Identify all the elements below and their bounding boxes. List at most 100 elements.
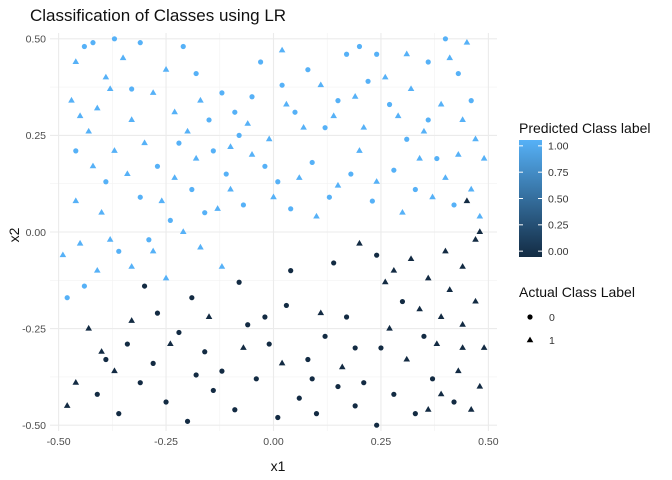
point-class-0 <box>189 295 195 301</box>
point-class-1 <box>476 228 484 234</box>
point-class-0 <box>137 40 143 46</box>
point-class-1 <box>467 406 475 412</box>
point-class-0 <box>292 109 298 115</box>
point-class-1 <box>317 81 325 88</box>
point-class-1 <box>386 324 393 331</box>
point-class-0 <box>137 194 143 200</box>
point-class-1 <box>455 151 462 157</box>
point-class-0 <box>275 414 281 421</box>
point-class-0 <box>455 70 461 77</box>
x-tick-label: 0.25 <box>371 436 392 448</box>
point-class-0 <box>141 283 148 289</box>
point-class-1 <box>162 274 170 281</box>
point-class-1 <box>197 243 204 250</box>
point-class-1 <box>313 212 320 219</box>
y-axis-ticks: -0.50 -0.25 0.00 0.25 0.50 <box>22 34 46 432</box>
point-class-1 <box>480 344 488 350</box>
point-class-1 <box>63 402 71 408</box>
point-class-0 <box>219 368 225 374</box>
point-class-0 <box>176 140 182 146</box>
point-class-1 <box>381 278 389 285</box>
point-class-1 <box>446 286 454 292</box>
point-class-1 <box>433 340 441 347</box>
point-class-1 <box>149 89 157 95</box>
point-class-1 <box>295 174 303 180</box>
point-class-1 <box>68 96 75 103</box>
point-class-1 <box>205 313 213 320</box>
point-class-1 <box>128 116 135 122</box>
point-class-1 <box>437 100 445 107</box>
point-class-0 <box>451 399 457 405</box>
point-class-1 <box>227 143 234 149</box>
point-class-1 <box>278 359 286 366</box>
point-class-0 <box>245 322 251 328</box>
point-class-0 <box>352 345 358 351</box>
point-class-0 <box>193 372 199 378</box>
point-class-0 <box>146 237 152 243</box>
point-class-1 <box>119 54 127 61</box>
point-class-0 <box>129 86 135 92</box>
point-class-1 <box>455 367 462 374</box>
point-class-0 <box>374 51 380 57</box>
point-class-0 <box>154 310 161 316</box>
point-class-0 <box>412 186 418 193</box>
point-class-1 <box>171 108 178 115</box>
color-tick-label: 0.50 <box>548 193 569 205</box>
point-class-0 <box>288 268 294 274</box>
point-class-0 <box>275 179 281 185</box>
point-class-1 <box>106 85 114 92</box>
point-class-1 <box>76 239 84 246</box>
point-class-1 <box>407 255 415 262</box>
point-class-0 <box>352 403 358 409</box>
point-class-1 <box>351 93 359 99</box>
point-class-1 <box>467 185 475 192</box>
point-class-0 <box>283 302 289 309</box>
color-legend-title: Predicted Class label <box>519 120 651 136</box>
point-class-1 <box>472 236 479 242</box>
shape-legend-title: Actual Class Label <box>519 284 635 300</box>
point-class-0 <box>305 67 311 73</box>
point-class-0 <box>374 252 380 258</box>
point-class-0 <box>253 376 259 382</box>
grid-lines <box>50 33 497 431</box>
point-class-1 <box>394 112 402 119</box>
point-class-1 <box>270 193 277 200</box>
point-class-0 <box>322 333 328 339</box>
point-class-1 <box>381 73 389 80</box>
point-class-0 <box>236 279 242 285</box>
point-class-0 <box>210 387 216 394</box>
point-class-0 <box>262 163 268 169</box>
point-class-0 <box>451 202 457 208</box>
point-class-1 <box>330 112 337 119</box>
point-class-1 <box>85 127 92 134</box>
point-class-0 <box>365 78 371 84</box>
point-class-0 <box>81 43 87 50</box>
point-class-1 <box>106 236 114 242</box>
point-class-0 <box>356 43 363 50</box>
data-points <box>59 36 488 428</box>
point-class-0 <box>369 198 375 204</box>
point-class-1 <box>167 340 174 347</box>
chart-title: Classification of Classes using LR <box>30 6 286 25</box>
point-class-1 <box>171 174 178 180</box>
point-class-0 <box>167 217 173 224</box>
point-class-1 <box>240 344 247 350</box>
point-class-1 <box>472 297 479 304</box>
point-class-0 <box>202 210 208 216</box>
point-class-1 <box>124 170 131 177</box>
point-class-1 <box>407 85 415 92</box>
point-class-0 <box>240 202 247 208</box>
point-class-1 <box>85 324 92 331</box>
point-class-1 <box>424 406 432 412</box>
color-scale-bar <box>519 140 542 257</box>
x-tick-label: -0.50 <box>47 436 71 448</box>
point-class-1 <box>446 54 454 61</box>
point-class-1 <box>356 239 363 246</box>
point-class-0 <box>404 136 410 142</box>
point-class-1 <box>89 162 97 169</box>
x-tick-label: 0.50 <box>478 436 499 448</box>
point-class-1 <box>102 73 110 80</box>
point-class-1 <box>459 263 466 269</box>
point-class-1 <box>197 96 204 103</box>
